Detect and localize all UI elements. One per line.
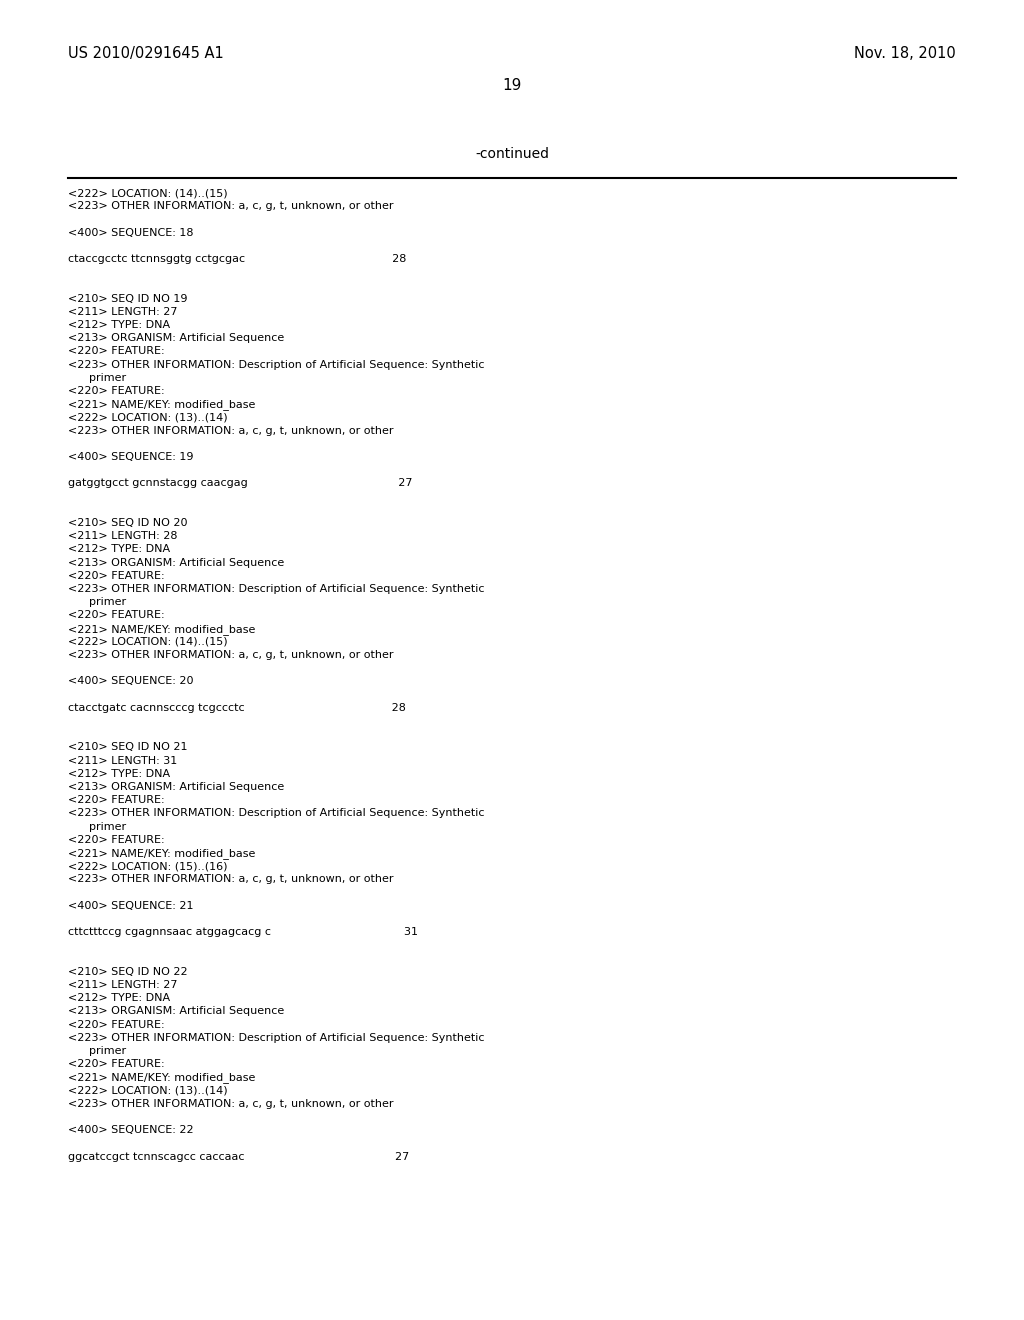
Text: 19: 19 (503, 78, 521, 92)
Text: <221> NAME/KEY: modified_base: <221> NAME/KEY: modified_base (68, 1072, 255, 1084)
Text: <213> ORGANISM: Artificial Sequence: <213> ORGANISM: Artificial Sequence (68, 781, 285, 792)
Text: <212> TYPE: DNA: <212> TYPE: DNA (68, 768, 170, 779)
Text: gatggtgcct gcnnstacgg caacgag                                           27: gatggtgcct gcnnstacgg caacgag 27 (68, 478, 413, 488)
Text: primer: primer (68, 1045, 126, 1056)
Text: <220> FEATURE:: <220> FEATURE: (68, 385, 165, 396)
Text: Nov. 18, 2010: Nov. 18, 2010 (854, 46, 956, 61)
Text: <222> LOCATION: (14)..(15): <222> LOCATION: (14)..(15) (68, 636, 227, 647)
Text: <223> OTHER INFORMATION: a, c, g, t, unknown, or other: <223> OTHER INFORMATION: a, c, g, t, unk… (68, 649, 393, 660)
Text: <223> OTHER INFORMATION: a, c, g, t, unknown, or other: <223> OTHER INFORMATION: a, c, g, t, unk… (68, 201, 393, 211)
Text: <221> NAME/KEY: modified_base: <221> NAME/KEY: modified_base (68, 399, 255, 411)
Text: <211> LENGTH: 27: <211> LENGTH: 27 (68, 979, 177, 990)
Text: ggcatccgct tcnnscagcc caccaac                                           27: ggcatccgct tcnnscagcc caccaac 27 (68, 1151, 410, 1162)
Text: <213> ORGANISM: Artificial Sequence: <213> ORGANISM: Artificial Sequence (68, 557, 285, 568)
Text: <220> FEATURE:: <220> FEATURE: (68, 834, 165, 845)
Text: <222> LOCATION: (13)..(14): <222> LOCATION: (13)..(14) (68, 412, 227, 422)
Text: <223> OTHER INFORMATION: a, c, g, t, unknown, or other: <223> OTHER INFORMATION: a, c, g, t, unk… (68, 874, 393, 884)
Text: <400> SEQUENCE: 20: <400> SEQUENCE: 20 (68, 676, 194, 686)
Text: <212> TYPE: DNA: <212> TYPE: DNA (68, 993, 170, 1003)
Text: <220> FEATURE:: <220> FEATURE: (68, 346, 165, 356)
Text: <211> LENGTH: 27: <211> LENGTH: 27 (68, 306, 177, 317)
Text: US 2010/0291645 A1: US 2010/0291645 A1 (68, 46, 224, 61)
Text: <223> OTHER INFORMATION: Description of Artificial Sequence: Synthetic: <223> OTHER INFORMATION: Description of … (68, 1032, 484, 1043)
Text: <400> SEQUENCE: 21: <400> SEQUENCE: 21 (68, 900, 194, 911)
Text: <213> ORGANISM: Artificial Sequence: <213> ORGANISM: Artificial Sequence (68, 333, 285, 343)
Text: -continued: -continued (475, 147, 549, 161)
Text: cttctttccg cgagnnsaac atggagcacg c                                      31: cttctttccg cgagnnsaac atggagcacg c 31 (68, 927, 418, 937)
Text: primer: primer (68, 372, 126, 383)
Text: <220> FEATURE:: <220> FEATURE: (68, 795, 165, 805)
Text: <220> FEATURE:: <220> FEATURE: (68, 1019, 165, 1030)
Text: <212> TYPE: DNA: <212> TYPE: DNA (68, 319, 170, 330)
Text: <223> OTHER INFORMATION: Description of Artificial Sequence: Synthetic: <223> OTHER INFORMATION: Description of … (68, 359, 484, 370)
Text: <400> SEQUENCE: 22: <400> SEQUENCE: 22 (68, 1125, 194, 1135)
Text: <212> TYPE: DNA: <212> TYPE: DNA (68, 544, 170, 554)
Text: <221> NAME/KEY: modified_base: <221> NAME/KEY: modified_base (68, 847, 255, 859)
Text: <400> SEQUENCE: 18: <400> SEQUENCE: 18 (68, 227, 194, 238)
Text: <222> LOCATION: (13)..(14): <222> LOCATION: (13)..(14) (68, 1085, 227, 1096)
Text: <213> ORGANISM: Artificial Sequence: <213> ORGANISM: Artificial Sequence (68, 1006, 285, 1016)
Text: <222> LOCATION: (15)..(16): <222> LOCATION: (15)..(16) (68, 861, 227, 871)
Text: ctaccgcctc ttcnnsggtg cctgcgac                                          28: ctaccgcctc ttcnnsggtg cctgcgac 28 (68, 253, 407, 264)
Text: <400> SEQUENCE: 19: <400> SEQUENCE: 19 (68, 451, 194, 462)
Text: <210> SEQ ID NO 20: <210> SEQ ID NO 20 (68, 517, 187, 528)
Text: <210> SEQ ID NO 21: <210> SEQ ID NO 21 (68, 742, 187, 752)
Text: <210> SEQ ID NO 22: <210> SEQ ID NO 22 (68, 966, 187, 977)
Text: <211> LENGTH: 28: <211> LENGTH: 28 (68, 531, 177, 541)
Text: <223> OTHER INFORMATION: a, c, g, t, unknown, or other: <223> OTHER INFORMATION: a, c, g, t, unk… (68, 425, 393, 436)
Text: <220> FEATURE:: <220> FEATURE: (68, 610, 165, 620)
Text: <220> FEATURE:: <220> FEATURE: (68, 1059, 165, 1069)
Text: <210> SEQ ID NO 19: <210> SEQ ID NO 19 (68, 293, 187, 304)
Text: <222> LOCATION: (14)..(15): <222> LOCATION: (14)..(15) (68, 187, 227, 198)
Text: primer: primer (68, 597, 126, 607)
Text: primer: primer (68, 821, 126, 832)
Text: <220> FEATURE:: <220> FEATURE: (68, 570, 165, 581)
Text: <223> OTHER INFORMATION: Description of Artificial Sequence: Synthetic: <223> OTHER INFORMATION: Description of … (68, 583, 484, 594)
Text: ctacctgatc cacnnscccg tcgccctc                                          28: ctacctgatc cacnnscccg tcgccctc 28 (68, 702, 406, 713)
Text: <211> LENGTH: 31: <211> LENGTH: 31 (68, 755, 177, 766)
Text: <221> NAME/KEY: modified_base: <221> NAME/KEY: modified_base (68, 623, 255, 635)
Text: <223> OTHER INFORMATION: a, c, g, t, unknown, or other: <223> OTHER INFORMATION: a, c, g, t, unk… (68, 1098, 393, 1109)
Text: <223> OTHER INFORMATION: Description of Artificial Sequence: Synthetic: <223> OTHER INFORMATION: Description of … (68, 808, 484, 818)
